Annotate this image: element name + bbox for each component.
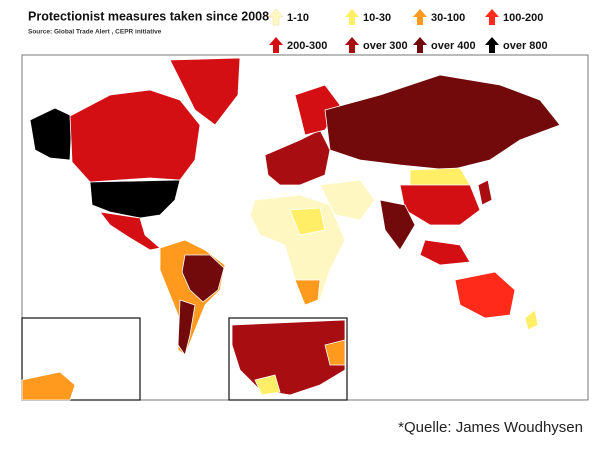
- legend-arrow: [268, 8, 284, 26]
- europe: [264, 129, 331, 186]
- canada: [69, 89, 201, 183]
- legend-label: over 800: [503, 40, 548, 52]
- legend-label: 10-30: [363, 12, 391, 24]
- south-africa: [294, 279, 321, 306]
- legend-arrow: [345, 9, 359, 25]
- legend-label: over 300: [363, 40, 408, 52]
- indonesia: [419, 239, 471, 266]
- legend-label: 1-10: [287, 12, 309, 24]
- usa: [89, 179, 181, 219]
- legend-label: 100-200: [503, 12, 543, 24]
- alaska: [29, 107, 73, 161]
- legend-label: 200-300: [287, 40, 327, 52]
- world-map: [21, 54, 589, 401]
- legend-arrow: [485, 9, 499, 25]
- legend-arrow: [485, 37, 499, 53]
- credit: *Quelle: James Woudhysen: [398, 419, 583, 436]
- brazil: [181, 254, 225, 303]
- map-source: Source: Global Trade Alert , CEPR initia…: [28, 29, 162, 36]
- venezuela-inset: [21, 371, 76, 401]
- legend-arrow: [413, 9, 427, 25]
- legend-arrow: [269, 37, 283, 53]
- legend-label: over 400: [431, 40, 476, 52]
- mexico: [99, 211, 161, 251]
- europe-inset-south: [254, 374, 281, 396]
- australia: [454, 271, 516, 319]
- argentina: [177, 299, 196, 356]
- new-zealand: [524, 309, 539, 331]
- legend: 1-10 10-30 30-100 100-200 200-300 over 300 ove…: [268, 8, 548, 53]
- legend-arrow: [413, 37, 427, 53]
- india: [379, 199, 416, 251]
- europe-inset-land: [231, 319, 346, 396]
- russia: [324, 74, 561, 171]
- map-title: Protectionist measures taken since 2008: [28, 9, 269, 23]
- north-africa: [289, 207, 326, 236]
- europe-inset-east: [324, 339, 346, 366]
- legend-arrow: [345, 37, 359, 53]
- japan: [477, 179, 493, 206]
- legend-label: 30-100: [431, 12, 465, 24]
- greenland: [169, 57, 241, 126]
